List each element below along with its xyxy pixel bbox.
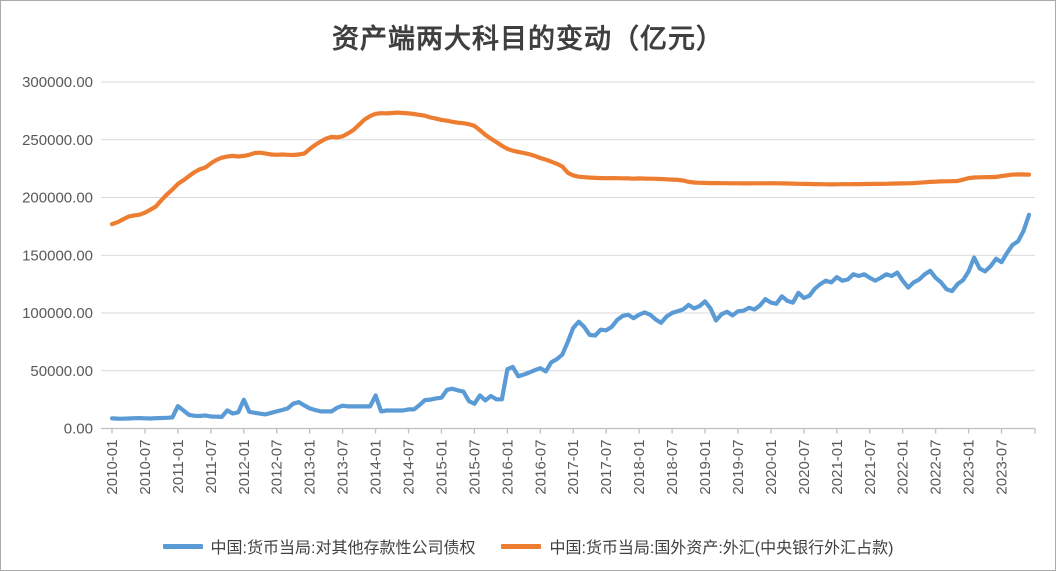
- x-axis-tick-label: 2015-07: [466, 440, 483, 495]
- x-axis-tick-label: 2017-07: [598, 440, 615, 495]
- series-line-fx-reserves: [109, 110, 1032, 227]
- y-axis-tick-label: 100000.00: [22, 305, 93, 322]
- x-axis-tick-label: 2016-01: [499, 440, 516, 495]
- x-axis-tick-label: 2010-01: [104, 440, 121, 495]
- x-axis-tick-label: 2021-07: [862, 440, 879, 495]
- x-axis-tick-label: 2023-07: [994, 440, 1011, 495]
- y-axis-tick-label: 150000.00: [22, 247, 93, 264]
- legend-swatch-blue-line: [162, 543, 203, 549]
- x-axis-tick-label: 2017-01: [565, 440, 582, 495]
- x-axis-tick-label: 2011-07: [203, 440, 220, 494]
- legend-swatch-orange-line: [501, 543, 542, 549]
- chart-title: 资产端两大科目的变动（亿元）: [332, 24, 724, 54]
- y-axis-tick-label: 300000.00: [22, 74, 93, 91]
- x-axis-tick-label: 2021-01: [829, 440, 846, 495]
- x-axis-tick-label: 2020-01: [763, 440, 780, 495]
- x-axis-tick-label: 2018-01: [631, 440, 648, 495]
- x-axis-tick-label: 2022-01: [895, 440, 912, 495]
- x-axis-tick-label: 2012-07: [269, 440, 286, 495]
- x-axis-tick-label: 2012-01: [236, 440, 253, 495]
- x-axis-tick-label: 2022-07: [928, 440, 945, 495]
- legend-entry-blue: 中国:货币当局:对其他存款性公司债权: [162, 534, 476, 558]
- x-axis-tick-label: 2018-07: [664, 440, 681, 495]
- y-axis-tick-label: 250000.00: [22, 132, 93, 149]
- x-axis-tick-label: 2015-01: [433, 440, 450, 495]
- x-axis-tick-label: 2011-01: [170, 440, 187, 494]
- legend-label-blue: 中国:货币当局:对其他存款性公司债权: [210, 540, 476, 557]
- x-axis-tick-label: 2019-01: [697, 440, 714, 495]
- x-axis-tick-label: 2010-07: [137, 440, 154, 495]
- y-axis-tick-label: 200000.00: [22, 190, 93, 207]
- legend-label-orange: 中国:货币当局:国外资产:外汇(中央银行外汇占款): [549, 540, 894, 557]
- x-axis-tick-label: 2014-07: [401, 440, 418, 495]
- series-line-claims-on-depository-corps: [109, 212, 1032, 421]
- x-axis-tick-label: 2013-07: [335, 440, 352, 495]
- legend-entry-orange: 中国:货币当局:国外资产:外汇(中央银行外汇占款): [501, 534, 893, 558]
- x-axis-tick-label: 2013-01: [302, 440, 319, 495]
- x-axis-tick-label: 2016-07: [532, 440, 549, 495]
- y-axis-tick-label: 0.00: [64, 421, 93, 438]
- x-axis-tick-label: 2023-01: [961, 439, 978, 494]
- x-axis-tick-label: 2020-07: [796, 440, 813, 495]
- x-axis-tick-label: 2019-07: [730, 440, 747, 495]
- x-axis-tick-label: 2014-01: [368, 440, 385, 495]
- y-axis-tick-label: 50000.00: [30, 363, 93, 380]
- legend: 中国:货币当局:对其他存款性公司债权 中国:货币当局:国外资产:外汇(中央银行外…: [1, 534, 1055, 558]
